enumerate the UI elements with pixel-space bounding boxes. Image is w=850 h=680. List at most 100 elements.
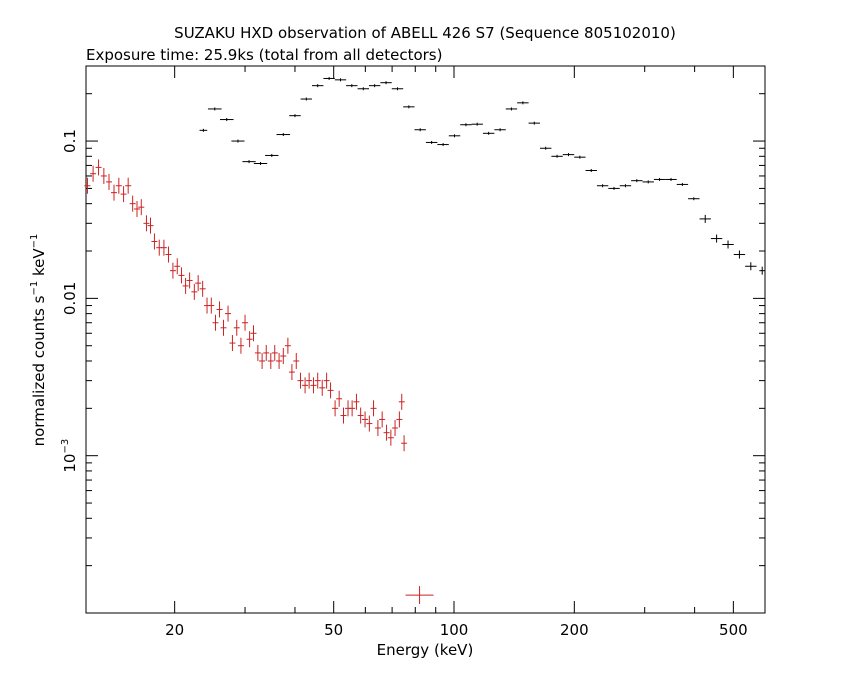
red-data-point bbox=[302, 377, 309, 394]
red-data-point bbox=[160, 239, 167, 256]
red-data-point bbox=[379, 411, 386, 428]
red-data-point bbox=[242, 314, 249, 331]
black-data-point bbox=[574, 155, 586, 159]
red-data-point bbox=[254, 344, 261, 361]
y-tick-label-exponent: −3 bbox=[60, 439, 71, 454]
red-data-point bbox=[151, 233, 158, 250]
red-data-point bbox=[246, 331, 253, 348]
plot-area bbox=[85, 65, 766, 614]
y-label-sup1: −1 bbox=[29, 281, 40, 296]
red-data-point bbox=[250, 325, 257, 342]
black-data-point bbox=[231, 139, 245, 143]
black-data-point bbox=[334, 78, 347, 82]
black-data-point bbox=[676, 182, 689, 186]
y-label-mid: keV bbox=[30, 248, 48, 281]
y-label-main: normalized counts s bbox=[30, 295, 48, 446]
red-data-point bbox=[115, 177, 122, 194]
y-tick-label-group: 10−3 bbox=[60, 439, 79, 473]
red-data-point bbox=[191, 283, 198, 300]
red-data-point bbox=[138, 199, 145, 216]
black-data-point bbox=[596, 184, 609, 188]
series-black bbox=[199, 76, 766, 275]
series-layer bbox=[84, 76, 766, 605]
red-data-point bbox=[297, 372, 304, 389]
red-data-point bbox=[340, 407, 347, 424]
black-data-point bbox=[482, 131, 495, 135]
x-tick-label: 200 bbox=[560, 621, 589, 639]
black-data-point bbox=[733, 250, 746, 259]
black-data-point bbox=[391, 87, 404, 91]
red-data-point bbox=[392, 419, 399, 436]
black-data-point bbox=[619, 184, 632, 188]
red-data-point bbox=[147, 217, 154, 234]
black-data-point bbox=[722, 240, 734, 249]
y-axis-label-text: normalized counts s−1 keV−1 bbox=[29, 234, 48, 447]
red-data-point bbox=[284, 337, 291, 354]
chart-title: SUZAKU HXD observation of ABELL 426 S7 (… bbox=[174, 24, 676, 42]
black-data-point bbox=[368, 84, 381, 88]
black-data-point bbox=[688, 197, 700, 201]
red-data-point bbox=[366, 415, 373, 432]
red-data-point bbox=[387, 429, 394, 446]
x-tick-label: 50 bbox=[324, 621, 343, 639]
y-tick-label-base: 0.01 bbox=[61, 282, 79, 315]
red-data-point bbox=[398, 393, 405, 410]
red-data-point bbox=[208, 297, 215, 314]
red-data-point bbox=[129, 195, 136, 212]
red-data-point bbox=[182, 277, 189, 294]
black-data-point bbox=[357, 87, 370, 91]
black-data-point bbox=[585, 168, 597, 172]
red-data-point bbox=[165, 246, 172, 263]
plot-frame bbox=[85, 65, 766, 614]
y-tick-label-base: 0.1 bbox=[61, 129, 79, 153]
red-data-point bbox=[237, 337, 244, 354]
black-data-point bbox=[460, 123, 472, 127]
red-data-point bbox=[357, 407, 364, 424]
black-data-point bbox=[425, 140, 438, 144]
x-axis: 20 50 100 200 500 bbox=[165, 621, 748, 639]
chart-subtitle: Exposure time: 25.9ks (total from all de… bbox=[86, 46, 442, 64]
red-data-point bbox=[120, 186, 127, 203]
black-data-point bbox=[207, 107, 222, 111]
black-data-point bbox=[437, 143, 449, 147]
red-data-point bbox=[169, 262, 176, 279]
black-data-point bbox=[323, 76, 335, 80]
red-data-point bbox=[225, 305, 232, 322]
red-data-point bbox=[105, 173, 112, 190]
black-data-point bbox=[710, 234, 723, 243]
red-data-point bbox=[396, 411, 403, 428]
red-data-point bbox=[263, 344, 270, 361]
red-data-point bbox=[383, 424, 390, 441]
black-data-point bbox=[653, 177, 666, 181]
y-tick-label-group: 0.01 bbox=[61, 282, 79, 315]
minor-ticks bbox=[86, 66, 766, 614]
y-axis: 0.1 0.01 10−3 bbox=[60, 129, 79, 472]
black-data-point bbox=[219, 118, 234, 122]
red-data-point bbox=[220, 319, 227, 336]
black-data-point bbox=[631, 179, 643, 183]
red-data-point bbox=[293, 352, 300, 369]
red-data-point bbox=[178, 267, 185, 284]
red-data-point bbox=[323, 372, 330, 389]
red-data-point bbox=[259, 352, 266, 369]
red-data-point bbox=[314, 372, 321, 389]
black-data-point bbox=[403, 105, 415, 109]
red-data-point bbox=[95, 159, 102, 176]
red-data-point bbox=[216, 301, 223, 318]
red-data-point bbox=[174, 258, 181, 275]
red-data-point bbox=[349, 400, 356, 417]
red-data-point bbox=[332, 400, 339, 417]
red-data-point bbox=[199, 280, 206, 297]
x-tick-label: 100 bbox=[440, 621, 469, 639]
black-data-point bbox=[300, 97, 312, 101]
black-data-point bbox=[253, 162, 268, 166]
red-data-point bbox=[319, 379, 326, 396]
x-tick-label: 500 bbox=[719, 621, 748, 639]
red-data-point bbox=[310, 377, 317, 394]
black-data-point bbox=[745, 262, 757, 271]
black-data-point bbox=[699, 214, 711, 223]
red-data-point bbox=[306, 372, 313, 389]
red-data-point bbox=[353, 393, 360, 410]
red-data-point bbox=[195, 275, 202, 292]
